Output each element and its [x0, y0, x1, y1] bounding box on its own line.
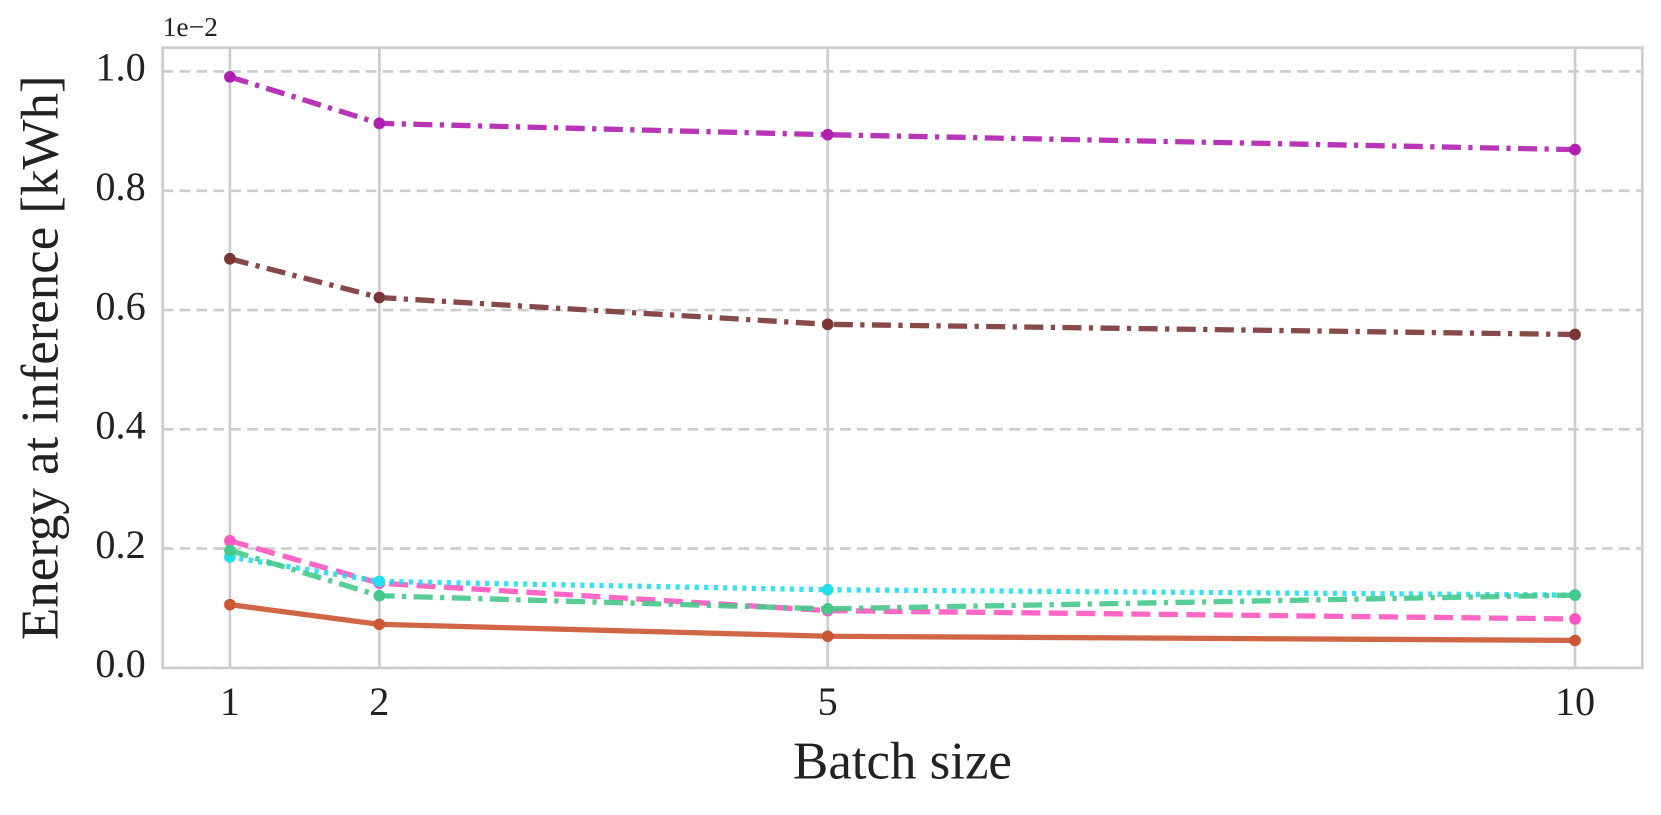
- point: [224, 535, 236, 547]
- series-line: [229, 602, 1576, 644]
- point: [373, 618, 386, 631]
- point: [821, 318, 834, 331]
- point: [821, 583, 834, 596]
- point: [1569, 589, 1581, 601]
- plot-frame: [161, 46, 1644, 670]
- point: [1569, 634, 1581, 647]
- x-tick-label: 2: [369, 679, 389, 724]
- point: [821, 128, 834, 141]
- point: [1569, 613, 1581, 625]
- series-line: [229, 74, 1576, 153]
- point: [224, 252, 236, 265]
- x-tick-label: 1: [220, 679, 240, 724]
- point: [1569, 328, 1581, 341]
- point: [373, 575, 386, 588]
- point: [1569, 143, 1581, 156]
- y-offset-label: 1e−2: [163, 11, 218, 42]
- y-tick-label: 0.8: [95, 164, 145, 209]
- point: [373, 117, 386, 130]
- point: [224, 544, 236, 557]
- point: [224, 71, 236, 83]
- series-line: [229, 547, 1576, 612]
- y-tick-label: 0.0: [95, 641, 145, 686]
- x-tick-label: 10: [1555, 679, 1595, 724]
- y-tick-label: 0.4: [95, 403, 145, 448]
- series-line: [229, 554, 1576, 598]
- series-line: [229, 256, 1576, 338]
- y-tick-label: 1.0: [95, 45, 145, 90]
- point: [821, 630, 834, 643]
- point: [224, 598, 236, 611]
- series-line: [229, 538, 1576, 622]
- x-axis-label: Batch size: [793, 732, 1012, 790]
- y-axis-label: Energy at inference [kWh]: [11, 75, 69, 640]
- point: [821, 603, 834, 615]
- y-tick-label: 0.2: [95, 522, 145, 567]
- y-tick-label: 0.6: [95, 283, 145, 328]
- x-tick-label: 5: [818, 679, 838, 724]
- point: [373, 589, 386, 602]
- point: [373, 291, 386, 304]
